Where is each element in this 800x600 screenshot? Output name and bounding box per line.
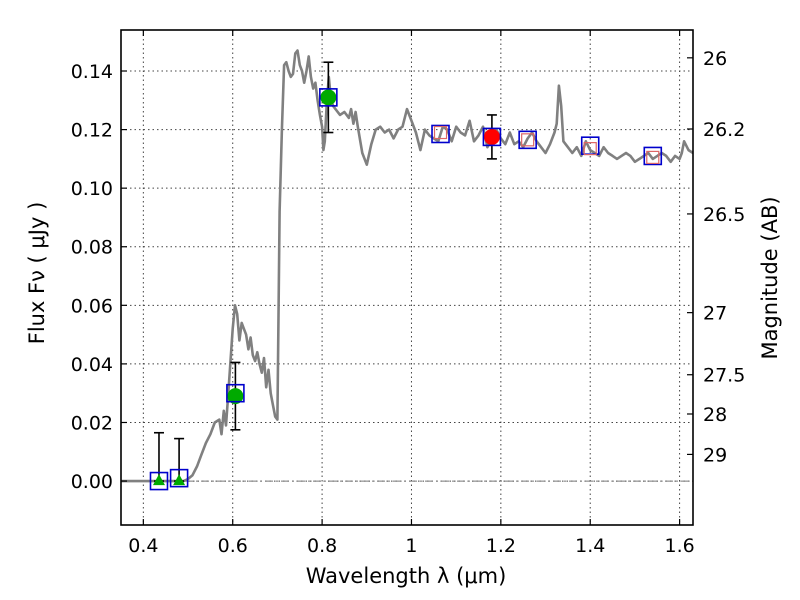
model-spectrum-line <box>121 49 694 483</box>
x-axis-label: Wavelength λ (μm) <box>306 564 507 588</box>
x-tick-label: 1.6 <box>664 535 694 557</box>
upper-limit-point <box>152 474 165 486</box>
model-flux-square <box>431 124 450 144</box>
y-tick-label: 0.00 <box>71 471 113 493</box>
y-axis-left: 0.00 0.02 0.04 0.06 0.08 0.10 0.12 0.14 <box>71 61 127 493</box>
y-tick-label: 0.10 <box>71 178 113 200</box>
y2-tick-label: 27 <box>703 303 727 325</box>
model-flux-square <box>643 146 663 166</box>
x-tick-label: 0.8 <box>307 535 337 557</box>
y2-tick-label: 26.5 <box>703 204 745 226</box>
model-flux-square-small <box>583 142 597 156</box>
y2-tick-label: 28 <box>703 404 727 426</box>
data-point <box>227 388 244 405</box>
x-tick-label: 0.4 <box>128 535 158 557</box>
y-tick-label: 0.02 <box>71 412 113 434</box>
y-tick-label: 0.14 <box>71 61 113 83</box>
x-tick-label: 1.4 <box>575 535 605 557</box>
y2-tick-label: 26 <box>703 48 727 70</box>
grid-lines <box>121 30 693 525</box>
model-flux-square <box>226 383 245 403</box>
x-tick-label: 0.6 <box>218 535 248 557</box>
y-tick-label: 0.04 <box>71 354 113 376</box>
model-flux-square <box>482 127 502 147</box>
upper-limit-point <box>173 474 186 486</box>
y-axis-right: 26 26.2 26.5 27 27.5 28 29 <box>687 48 745 466</box>
x-tick-label: 1.2 <box>486 535 516 557</box>
model-flux-square <box>169 468 189 488</box>
model-flux-square-small <box>646 150 660 165</box>
y2-tick-label: 29 <box>703 444 727 466</box>
model-flux-square-small <box>433 125 448 140</box>
y2-tick-label: 27.5 <box>703 365 745 387</box>
plot-frame <box>120 29 694 526</box>
y-tick-label: 0.08 <box>71 237 113 259</box>
y2-axis-label: Magnitude (AB) <box>758 196 782 359</box>
y-axis-label: Flux Fν ( μJy ) <box>25 202 49 345</box>
model-flux-square <box>518 130 537 150</box>
model-flux-square-small <box>521 133 535 147</box>
x-axis: 0.4 0.6 0.8 1 1.2 1.4 1.6 <box>128 30 695 557</box>
photometry-points <box>149 61 663 491</box>
y2-tick-label: 26.2 <box>703 119 745 141</box>
model-flux-square <box>319 88 338 107</box>
model-flux-square <box>149 471 169 491</box>
x-tick-label: 1 <box>405 535 417 557</box>
data-point <box>483 128 500 145</box>
y-tick-label: 0.06 <box>71 295 113 317</box>
y-tick-label: 0.12 <box>71 120 113 142</box>
data-point <box>320 89 337 106</box>
